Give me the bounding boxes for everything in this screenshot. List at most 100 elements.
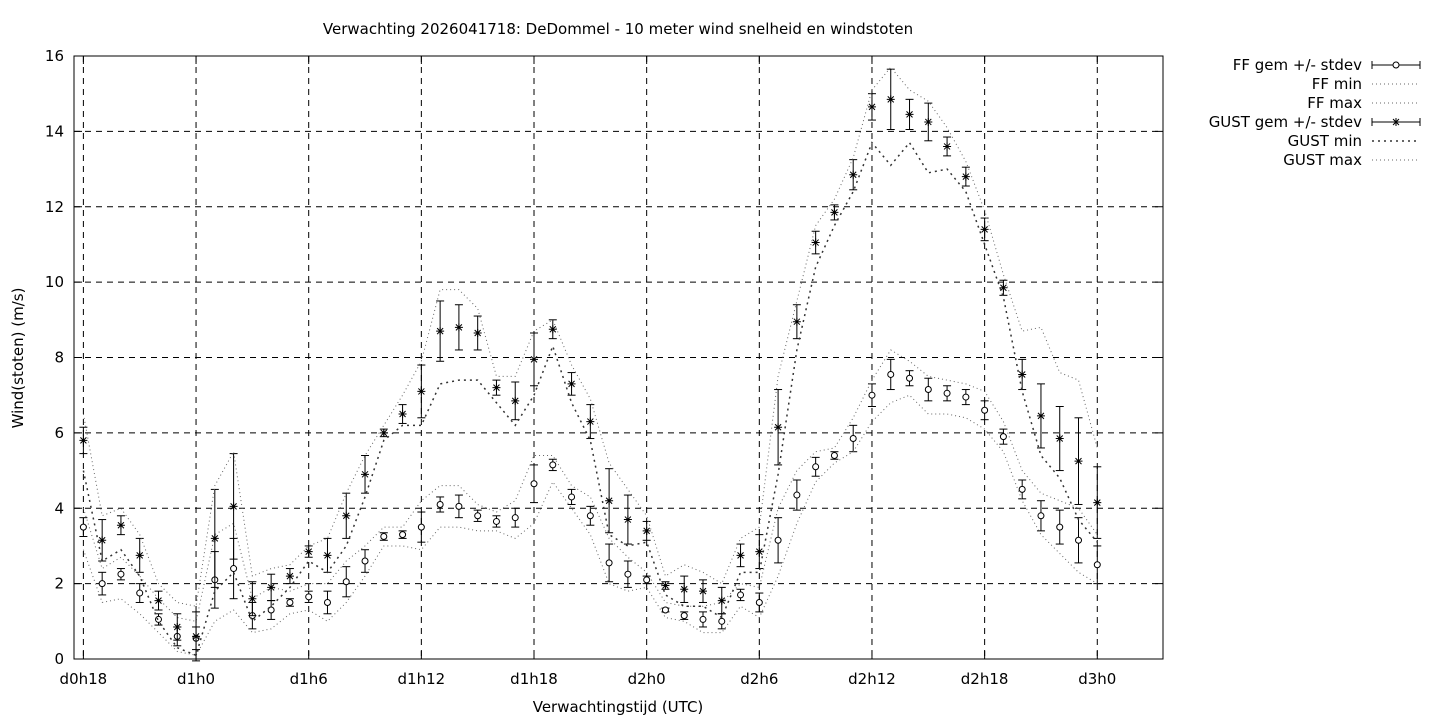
gust-point <box>849 170 858 179</box>
ff-point <box>361 557 369 565</box>
gust-point <box>811 238 820 247</box>
series-line <box>82 66 1098 607</box>
y-tick-label: 8 <box>54 349 64 367</box>
ff-point <box>117 570 125 578</box>
ff-point <box>549 461 557 469</box>
gust-point <box>79 436 88 445</box>
legend-label: FF gem +/- stdev <box>1233 56 1362 74</box>
gust-point <box>567 379 576 388</box>
plot-frame <box>73 55 1164 660</box>
gust-point <box>905 110 914 119</box>
gust-point <box>530 355 539 364</box>
x-tick-label: d2h6 <box>740 670 778 688</box>
gust-point <box>830 208 839 217</box>
ff-point <box>849 435 857 443</box>
gust-point <box>417 387 426 396</box>
gust-point <box>248 594 257 603</box>
gust-point <box>1036 411 1045 420</box>
ff-point <box>79 523 87 531</box>
ff-point <box>737 591 745 599</box>
gust-point <box>886 95 895 104</box>
series-0 <box>79 358 1102 651</box>
gust-point <box>586 417 595 426</box>
ff-point <box>718 617 726 625</box>
ff-point <box>812 463 820 471</box>
y-tick-label: 6 <box>54 424 64 442</box>
gust-point <box>342 511 351 520</box>
legend-label: FF max <box>1307 94 1362 112</box>
x-tick-label: d0h18 <box>60 670 108 688</box>
ff-point <box>267 606 275 614</box>
ff-point <box>774 536 782 544</box>
legend-label: GUST min <box>1288 132 1362 150</box>
gust-point <box>304 547 313 556</box>
y-axis-label: Wind(stoten) (m/s) <box>9 288 27 429</box>
ff-point <box>699 615 707 623</box>
y-tick-label: 14 <box>45 122 64 140</box>
gust-point <box>154 596 163 605</box>
ff-point <box>1018 485 1026 493</box>
ff-point <box>436 500 444 508</box>
gust-point <box>642 526 651 535</box>
x-tick-label: d1h0 <box>177 670 215 688</box>
ff-point <box>323 598 331 606</box>
ff-point <box>98 580 106 588</box>
y-tick-label: 0 <box>54 650 64 668</box>
gust-point <box>116 521 125 530</box>
gust-point <box>379 428 388 437</box>
ff-point <box>286 598 294 606</box>
legend-label: GUST max <box>1283 151 1362 169</box>
ff-point <box>474 512 482 520</box>
ff-point <box>1037 512 1045 520</box>
ff-point <box>455 502 463 510</box>
gust-point <box>980 225 989 234</box>
y-tick-label: 4 <box>54 499 64 517</box>
y-tick-label: 12 <box>45 198 64 216</box>
ff-point <box>568 493 576 501</box>
ff-point <box>755 598 763 606</box>
gust-point <box>173 622 182 631</box>
ff-point <box>605 559 613 567</box>
ff-point <box>981 406 989 414</box>
x-tick-label: d1h6 <box>290 670 328 688</box>
series-line <box>82 141 1098 657</box>
gust-point <box>398 410 407 419</box>
y-tick-label: 16 <box>45 47 64 65</box>
ff-point <box>793 491 801 499</box>
ff-point <box>624 570 632 578</box>
ff-point <box>530 480 538 488</box>
gust-point <box>1074 457 1083 466</box>
ff-point <box>924 386 932 394</box>
gust-point <box>492 383 501 392</box>
ff-point <box>399 531 407 539</box>
ff-point <box>943 389 951 397</box>
ff-point <box>887 370 895 378</box>
y-tick-label: 10 <box>45 273 64 291</box>
gust-point <box>755 547 764 556</box>
ff-point <box>380 533 388 541</box>
gust-point <box>210 534 219 543</box>
gust-point <box>98 536 107 545</box>
x-tick-label: d2h12 <box>848 670 896 688</box>
gust-point <box>1392 118 1400 126</box>
ff-point <box>643 576 651 584</box>
gust-point <box>1055 434 1064 443</box>
gust-point <box>605 496 614 505</box>
gust-point <box>285 572 294 581</box>
tick-labels: 0 2 4 6 8 10 12 14 16 d0h18 d1h0 d1h6 d1h12 d1h18 d2h0… <box>45 47 1116 688</box>
x-tick-label: d2h18 <box>961 670 1009 688</box>
gust-point <box>229 502 238 511</box>
gust-point <box>623 515 632 524</box>
gust-point <box>361 470 370 479</box>
gust-point <box>548 325 557 334</box>
gust-point <box>867 102 876 111</box>
ff-point <box>586 512 594 520</box>
gust-point <box>661 581 670 590</box>
gust-point <box>135 551 144 560</box>
x-tick-label: d1h18 <box>510 670 558 688</box>
gust-point <box>192 632 201 641</box>
ff-point <box>1056 523 1064 531</box>
legend-label: GUST gem +/- stdev <box>1209 113 1362 131</box>
